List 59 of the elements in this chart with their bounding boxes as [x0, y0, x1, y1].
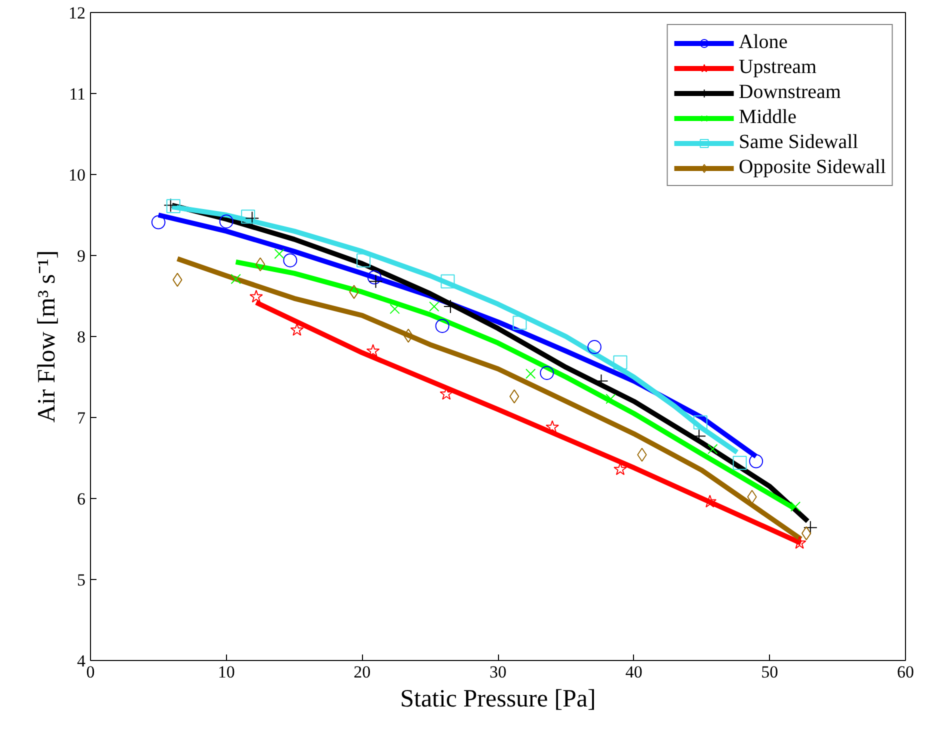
- point: [250, 290, 263, 303]
- x-tick-label: 60: [897, 662, 914, 682]
- point: [166, 199, 180, 214]
- legend-label: Alone: [738, 31, 788, 54]
- point: [540, 366, 554, 380]
- point: [435, 318, 450, 333]
- y-tick-label: 7: [77, 408, 86, 428]
- x-tick-label: 20: [354, 662, 371, 682]
- y-tick-label: 10: [68, 166, 86, 184]
- point: [708, 444, 718, 454]
- point: [245, 211, 260, 226]
- y-tick-label: 8: [77, 328, 86, 346]
- point: [790, 502, 801, 512]
- point: [587, 340, 602, 354]
- point: [219, 214, 234, 228]
- point: [368, 274, 383, 288]
- point: [512, 316, 527, 330]
- x-tick-label: 0: [86, 662, 95, 682]
- point: [290, 323, 304, 336]
- legend-label: Upstream: [738, 56, 817, 79]
- y-tick-label: 5: [77, 570, 86, 590]
- point: [614, 462, 627, 476]
- point: [526, 368, 536, 379]
- y-axis-title: Air Flow [m³ s⁻¹]: [34, 250, 60, 423]
- point: [366, 344, 380, 357]
- point: [241, 210, 256, 224]
- point: [732, 456, 747, 470]
- point: [509, 389, 520, 404]
- y-tick-label: 6: [77, 490, 86, 508]
- y-tick-label: 12: [68, 4, 86, 22]
- point: [390, 304, 400, 314]
- point: [606, 394, 616, 404]
- point: [151, 215, 166, 230]
- point: [749, 454, 764, 468]
- point: [440, 274, 455, 288]
- point: [274, 248, 284, 259]
- y-tick-label: 4: [77, 652, 86, 670]
- point: [367, 270, 382, 284]
- legend-label: Opposite Sidewall: [738, 156, 886, 179]
- y-tick-label: 11: [69, 84, 86, 104]
- legend-label: Same Sidewall: [738, 131, 858, 154]
- point: [693, 415, 708, 430]
- point: [613, 355, 628, 370]
- point: [164, 198, 178, 212]
- y-tick-label: 9: [77, 246, 86, 266]
- point: [546, 420, 560, 433]
- x-tick-label: 50: [761, 662, 778, 682]
- legend-label: Downstream: [738, 81, 841, 104]
- x-tick-label: 10: [218, 662, 235, 682]
- point: [283, 253, 298, 268]
- x-tick-label: 40: [625, 662, 642, 682]
- point: [803, 520, 818, 535]
- x-tick-label: 30: [490, 662, 506, 682]
- x-axis-title: Static Pressure [Pa]: [400, 686, 596, 712]
- point: [356, 253, 371, 268]
- point: [230, 274, 241, 284]
- point: [429, 301, 440, 312]
- legend-label: Middle: [738, 106, 797, 129]
- point: [255, 257, 266, 272]
